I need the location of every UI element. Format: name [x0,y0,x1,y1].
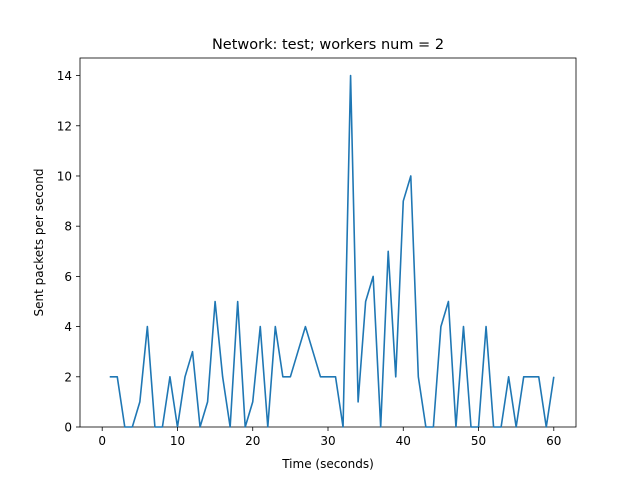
x-axis-label: Time (seconds) [281,457,374,471]
y-tick-label: 6 [64,270,72,284]
y-axis: 0 2 4 6 8 10 12 14 [57,69,80,435]
chart-title: Network: test; workers num = 2 [212,37,444,53]
x-axis: 0 10 20 30 40 50 60 [98,427,561,448]
y-tick-label: 10 [57,169,72,183]
y-tick-label: 0 [64,421,72,435]
y-axis-label: Sent packets per second [32,169,46,317]
x-tick-label: 40 [396,434,411,448]
y-tick-label: 12 [57,119,72,133]
x-tick-label: 60 [546,434,561,448]
x-tick-label: 20 [245,434,260,448]
axes-frame [79,57,577,428]
y-tick-label: 2 [64,370,72,384]
y-tick-label: 14 [57,69,72,83]
series-layer [109,74,555,428]
x-tick-label: 10 [170,434,185,448]
x-tick-label: 50 [471,434,486,448]
plot-area: 0 10 20 30 40 50 60 0 2 4 6 8 10 12 14 [57,57,577,448]
y-tick-label: 8 [64,220,72,234]
y-tick-label: 4 [64,320,72,334]
x-tick-label: 30 [320,434,335,448]
x-tick-label: 0 [98,434,106,448]
series-line-0 [109,74,555,428]
